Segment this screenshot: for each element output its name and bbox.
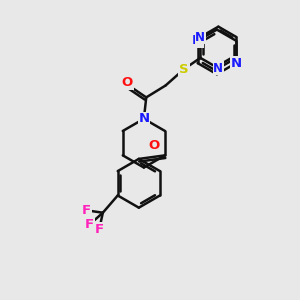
Text: N: N	[138, 112, 149, 125]
Text: F: F	[95, 223, 104, 236]
Text: N: N	[213, 62, 224, 75]
Text: N: N	[192, 34, 203, 47]
Text: O: O	[148, 139, 159, 152]
Text: N: N	[231, 57, 242, 70]
Text: F: F	[85, 218, 94, 231]
Text: O: O	[122, 76, 133, 89]
Text: S: S	[179, 63, 189, 76]
Text: N: N	[195, 31, 205, 44]
Text: F: F	[82, 204, 91, 217]
Text: N: N	[138, 112, 149, 125]
